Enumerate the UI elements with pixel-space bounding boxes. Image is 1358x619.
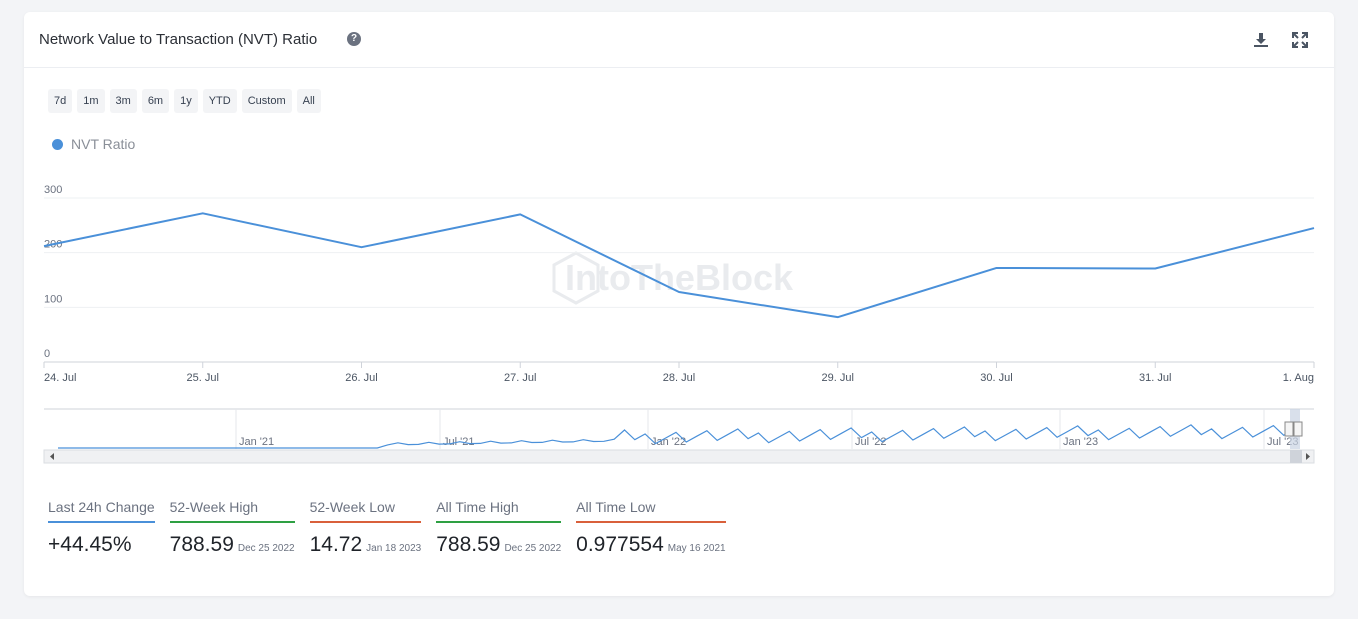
nvt-card: Network Value to Transaction (NVT) Ratio… bbox=[24, 12, 1334, 596]
navigator-label: Jan '21 bbox=[239, 436, 274, 448]
navigator-label: Jan '22 bbox=[651, 436, 686, 448]
scrollbar-thumb[interactable] bbox=[1290, 450, 1302, 463]
x-tick-label: 31. Jul bbox=[1139, 372, 1171, 384]
stat-label: 52-Week High bbox=[169, 499, 295, 523]
x-tick-label: 29. Jul bbox=[822, 372, 854, 384]
chart-legend[interactable]: NVT Ratio bbox=[52, 136, 135, 152]
x-tick-label: 24. Jul bbox=[44, 372, 76, 384]
x-tick-label: 1. Aug bbox=[1283, 372, 1314, 384]
stat-value: 14.72 bbox=[309, 533, 363, 556]
x-tick-label: 25. Jul bbox=[187, 372, 219, 384]
stat-value: +44.45% bbox=[48, 533, 132, 556]
x-tick-label: 30. Jul bbox=[980, 372, 1012, 384]
stat-label: All Time Low bbox=[576, 499, 726, 523]
legend-label: NVT Ratio bbox=[71, 136, 136, 152]
range-1y-button[interactable]: 1y bbox=[174, 89, 198, 113]
stats-row: Last 24h Change +44.45% 52-Week High 788… bbox=[48, 499, 726, 557]
range-custom-button[interactable]: Custom bbox=[241, 89, 292, 113]
y-tick-label: 0 bbox=[44, 348, 50, 360]
y-tick-label: 100 bbox=[44, 293, 62, 305]
stat-label: Last 24h Change bbox=[48, 499, 155, 523]
x-tick-label: 28. Jul bbox=[663, 372, 695, 384]
legend-marker bbox=[52, 138, 63, 150]
expand-icon[interactable] bbox=[1290, 30, 1310, 50]
navigator-series bbox=[58, 424, 1295, 449]
navigator-label: Jan '23 bbox=[1063, 436, 1098, 448]
range-1m-button[interactable]: 1m bbox=[77, 89, 105, 113]
chart-title: Network Value to Transaction (NVT) Ratio bbox=[39, 31, 318, 48]
x-tick-label: 27. Jul bbox=[504, 372, 536, 384]
help-icon[interactable]: ? bbox=[347, 32, 361, 46]
range-all-button[interactable]: All bbox=[296, 89, 321, 113]
range-ytd-button[interactable]: YTD bbox=[202, 89, 237, 113]
download-icon[interactable] bbox=[1251, 30, 1271, 50]
scroll-left-icon[interactable] bbox=[50, 453, 54, 460]
navigator-handle-right[interactable] bbox=[1293, 421, 1303, 437]
series-line-nvt-ratio bbox=[43, 212, 1315, 319]
stat-all-time-low: All Time Low 0.977554 May 16 2021 bbox=[576, 499, 726, 557]
scrollbar-track bbox=[43, 449, 1315, 464]
navigator-handle-left[interactable] bbox=[1284, 421, 1294, 437]
range-7d-button[interactable]: 7d bbox=[48, 89, 73, 113]
scroll-right-icon[interactable] bbox=[1306, 453, 1310, 460]
y-tick-label: 300 bbox=[44, 184, 62, 196]
range-6m-button[interactable]: 6m bbox=[141, 89, 170, 113]
stat-52w-high: 52-Week High 788.59 Dec 25 2022 bbox=[169, 499, 295, 557]
stat-date: Dec 25 2022 bbox=[237, 543, 295, 554]
stat-label: All Time High bbox=[436, 499, 562, 523]
range-3m-button[interactable]: 3m bbox=[109, 89, 137, 113]
stat-value: 0.977554 bbox=[576, 533, 664, 556]
stat-date: May 16 2021 bbox=[667, 543, 726, 554]
stat-value: 788.59 bbox=[169, 533, 234, 556]
card-header: Network Value to Transaction (NVT) Ratio… bbox=[24, 12, 1334, 68]
stat-label: 52-Week Low bbox=[309, 499, 422, 523]
stat-value: 788.59 bbox=[436, 533, 501, 556]
stat-date: Dec 25 2022 bbox=[504, 543, 562, 554]
stat-date: Jan 18 2023 bbox=[366, 543, 422, 554]
x-tick-label: 26. Jul bbox=[345, 372, 377, 384]
range-selector: 7d 1m 3m 6m 1y YTD Custom All bbox=[48, 89, 321, 113]
stat-52w-low: 52-Week Low 14.72 Jan 18 2023 bbox=[309, 499, 422, 557]
stat-last-24h: Last 24h Change +44.45% bbox=[48, 499, 155, 557]
stat-all-time-high: All Time High 788.59 Dec 25 2022 bbox=[436, 499, 562, 557]
